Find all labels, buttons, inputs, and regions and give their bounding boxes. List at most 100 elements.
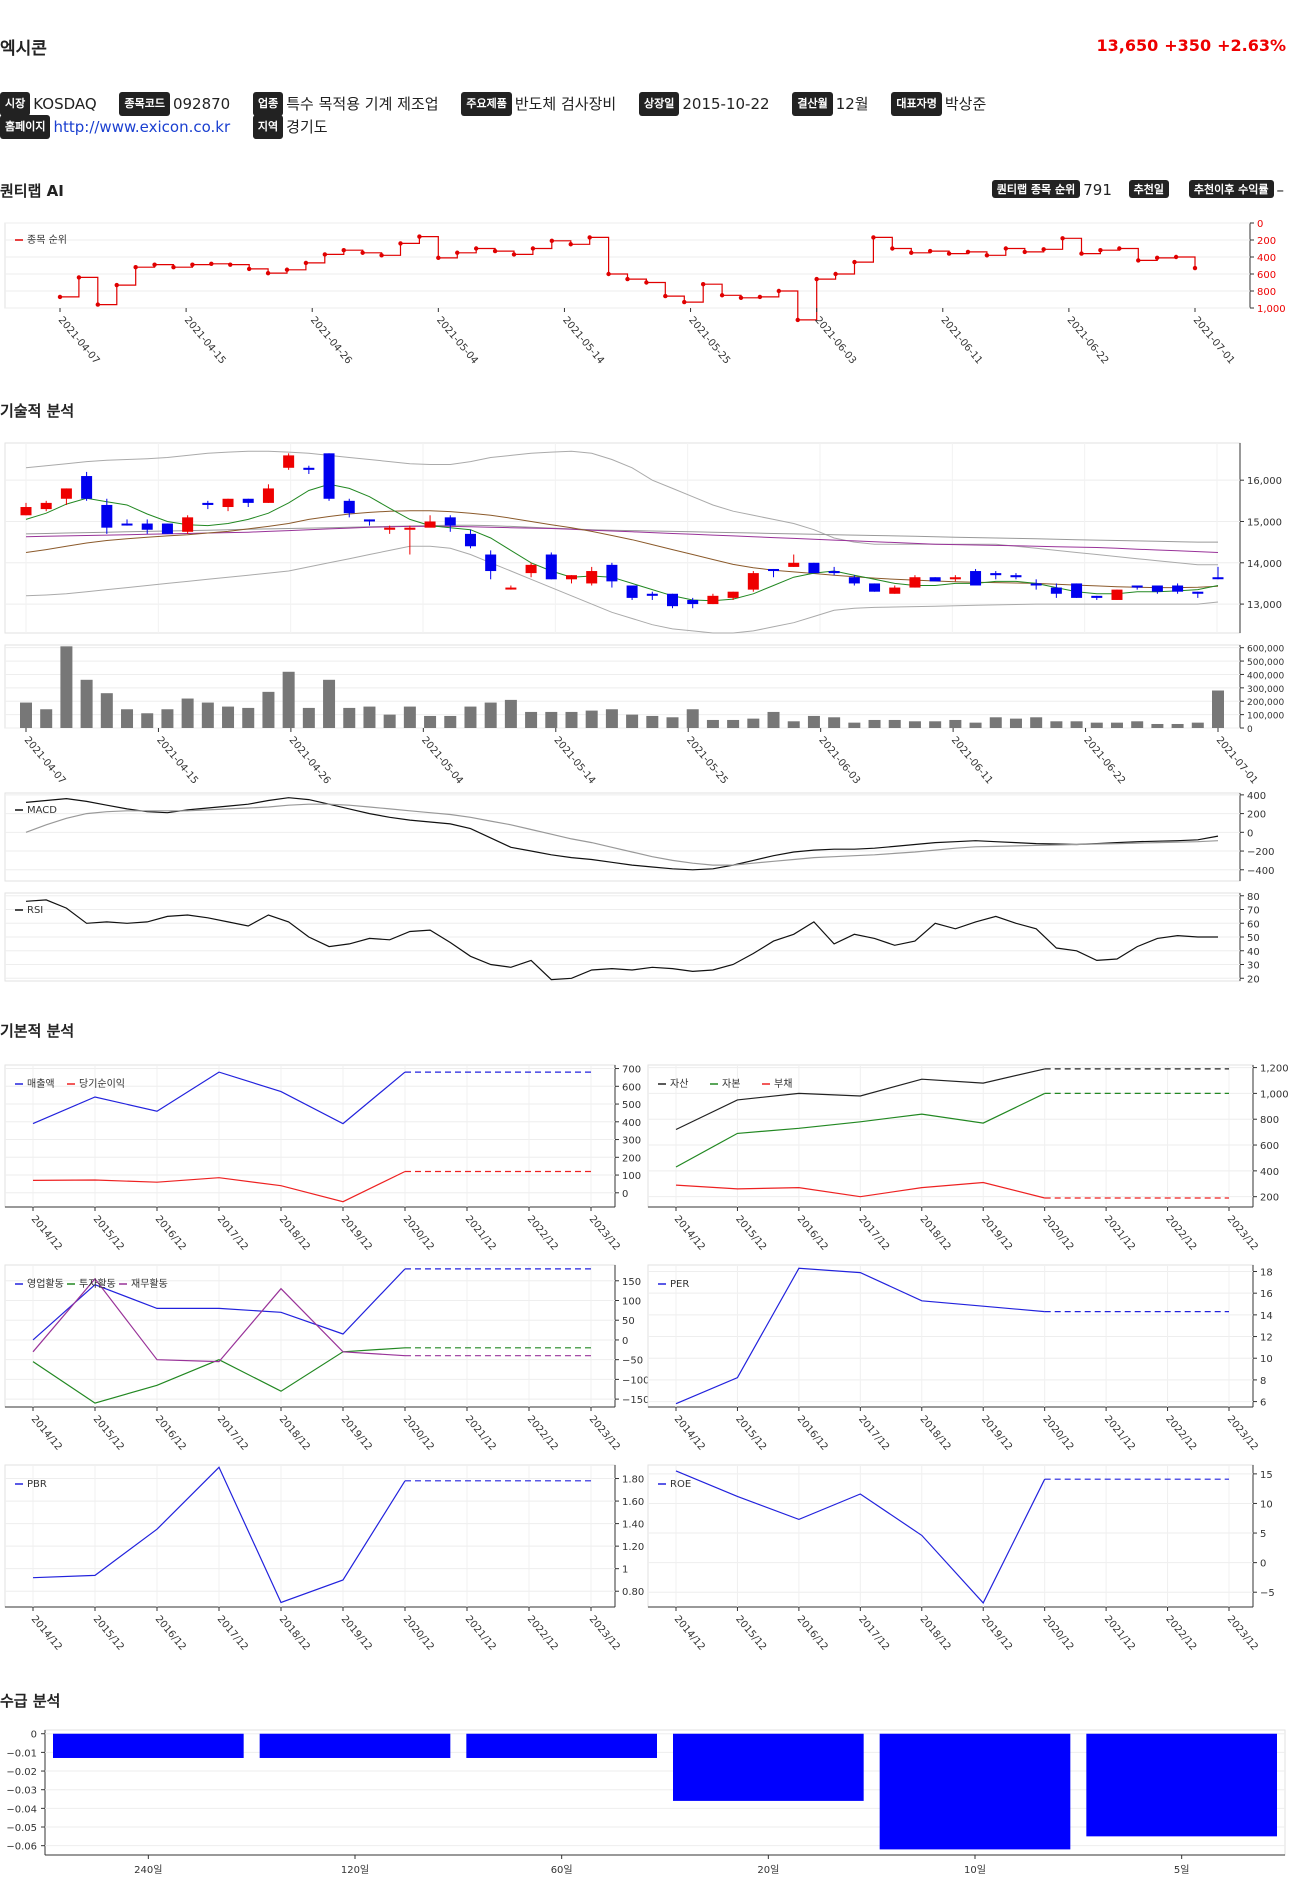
revenue-xtick-label: 2018/12	[277, 1214, 312, 1253]
volume-xtick-label: 2021-07-01	[1214, 735, 1260, 787]
rank-xtick-label: 2021-04-26	[308, 315, 354, 367]
per-ytick-label: 12	[1260, 1333, 1273, 1344]
rank-point	[246, 266, 252, 272]
assets-legend-label: 자본	[722, 1078, 740, 1090]
volume-bar	[242, 707, 255, 728]
rsi-ytick-label: 70	[1247, 906, 1260, 917]
roe-ytick-label: 15	[1260, 1470, 1273, 1481]
rank-point	[700, 282, 706, 287]
per-xtick-label: 2021/12	[1102, 1414, 1137, 1453]
per-xtick-label: 2023/12	[1225, 1414, 1260, 1453]
company-info-row2: 홈페이지 http://www.exicon.co.kr 지역 경기도	[0, 115, 346, 139]
cashflow-xtick-label: 2018/12	[277, 1414, 312, 1453]
supply-frame	[44, 1729, 1286, 1856]
pbr-xtick-label: 2023/12	[587, 1614, 622, 1653]
per-xtick-label: 2017/12	[856, 1414, 891, 1453]
revenue-ytick-label: 500	[622, 1100, 641, 1111]
roe-xtick-label: 2015/12	[733, 1614, 768, 1653]
volume-bar	[888, 719, 901, 728]
revenue-ytick-label: 400	[622, 1118, 641, 1129]
cashflow-legend-label: 투자활동	[79, 1277, 116, 1290]
rank-point	[303, 260, 309, 266]
revenue-ytick-label: 200	[622, 1153, 641, 1164]
price: 13,650	[1096, 36, 1159, 55]
candle-body	[1071, 583, 1083, 598]
candle-body	[687, 599, 699, 605]
rsi-ytick-label: 60	[1247, 919, 1260, 930]
region-label: 지역	[252, 115, 284, 139]
candle-body	[141, 523, 153, 530]
per-ytick-label: 14	[1260, 1311, 1273, 1322]
market-label: 시장	[0, 92, 31, 116]
volume-bar	[100, 693, 113, 728]
rank-point	[568, 242, 573, 247]
rsi-ytick-label: 80	[1247, 892, 1260, 903]
rank-point	[890, 246, 895, 251]
volume-bar	[565, 711, 578, 728]
homepage-link[interactable]: http://www.exicon.co.kr	[53, 118, 231, 136]
candle-body	[1172, 585, 1184, 592]
code-value: 092870	[172, 95, 231, 113]
assets-xtick-label: 2021/12	[1102, 1214, 1137, 1253]
volume-bar	[343, 707, 356, 728]
rank-point	[909, 250, 914, 255]
cashflow-ytick-label: −50	[622, 1356, 643, 1367]
fiscal-label: 결산월	[792, 92, 833, 116]
volume-bar	[929, 721, 942, 728]
industry-label: 업종	[253, 92, 284, 116]
candle-body	[1050, 587, 1062, 594]
cashflow-xtick-label: 2015/12	[91, 1414, 126, 1453]
rank-point	[341, 248, 346, 253]
macd-signal-line	[25, 803, 1219, 866]
product-value: 반도체 검사장비	[514, 95, 617, 113]
rank-point	[682, 299, 687, 305]
rank-xtick-label: 2021-04-15	[182, 315, 228, 367]
volume-bar	[848, 722, 861, 728]
volume-bar	[1110, 722, 1123, 728]
rank-point	[209, 261, 214, 266]
code-label: 종목코드	[119, 92, 170, 116]
price-display: 13,650 +350 +2.63%	[1091, 36, 1286, 55]
cashflow-xtick-label: 2022/12	[525, 1414, 560, 1453]
roe-ytick-label: 10	[1260, 1499, 1273, 1510]
candle-body	[404, 527, 416, 530]
cashflow-legend-label: 영업활동	[27, 1277, 64, 1290]
volume-bar	[1070, 721, 1083, 728]
cashflow-ytick-label: 50	[622, 1316, 635, 1327]
volume-bar	[1090, 722, 1103, 728]
rsi-legend-label: RSI	[27, 905, 43, 916]
supply-bar	[466, 1733, 657, 1758]
rank-point	[833, 271, 838, 277]
candle-body	[909, 577, 921, 588]
assets-legend-label: 자산	[670, 1078, 688, 1090]
candle-body	[747, 573, 759, 590]
volume-xtick-label: 2021-05-25	[684, 735, 730, 787]
per-xtick-label: 2022/12	[1163, 1414, 1198, 1453]
homepage-label: 홈페이지	[0, 115, 51, 139]
volume-bar	[262, 691, 275, 728]
cashflow-ytick-label: 100	[622, 1297, 641, 1308]
revenue-ytick-label: 0	[622, 1189, 628, 1200]
candle-body	[606, 564, 618, 582]
candles-ytick-label: 14,000	[1247, 559, 1282, 570]
volume-ytick-label: 200,000	[1247, 698, 1284, 708]
roe-xtick-label: 2021/12	[1102, 1614, 1137, 1653]
rank-xtick-label: 2021-07-01	[1191, 315, 1237, 367]
pbr-ytick-label: 1.60	[622, 1497, 644, 1508]
volume-bar	[686, 709, 699, 728]
candle-body	[889, 587, 901, 594]
rank-point	[1022, 249, 1027, 255]
roe-ytick-label: −5	[1260, 1588, 1275, 1599]
supply-ytick-label: −0.02	[6, 1767, 37, 1778]
candles-ma20-line	[25, 510, 1219, 589]
candle-body	[1030, 583, 1042, 586]
rsi-ytick-label: 30	[1247, 961, 1260, 972]
roe-frame	[647, 1464, 1254, 1608]
rank-point	[152, 262, 157, 267]
volume-bar	[666, 717, 679, 728]
rank-point	[1041, 247, 1046, 252]
supply-xtick-label: 5일	[1174, 1864, 1190, 1876]
roe-xtick-label: 2017/12	[856, 1614, 891, 1653]
rsi-ytick-label: 20	[1247, 974, 1260, 985]
revenue-xtick-label: 2015/12	[91, 1214, 126, 1253]
